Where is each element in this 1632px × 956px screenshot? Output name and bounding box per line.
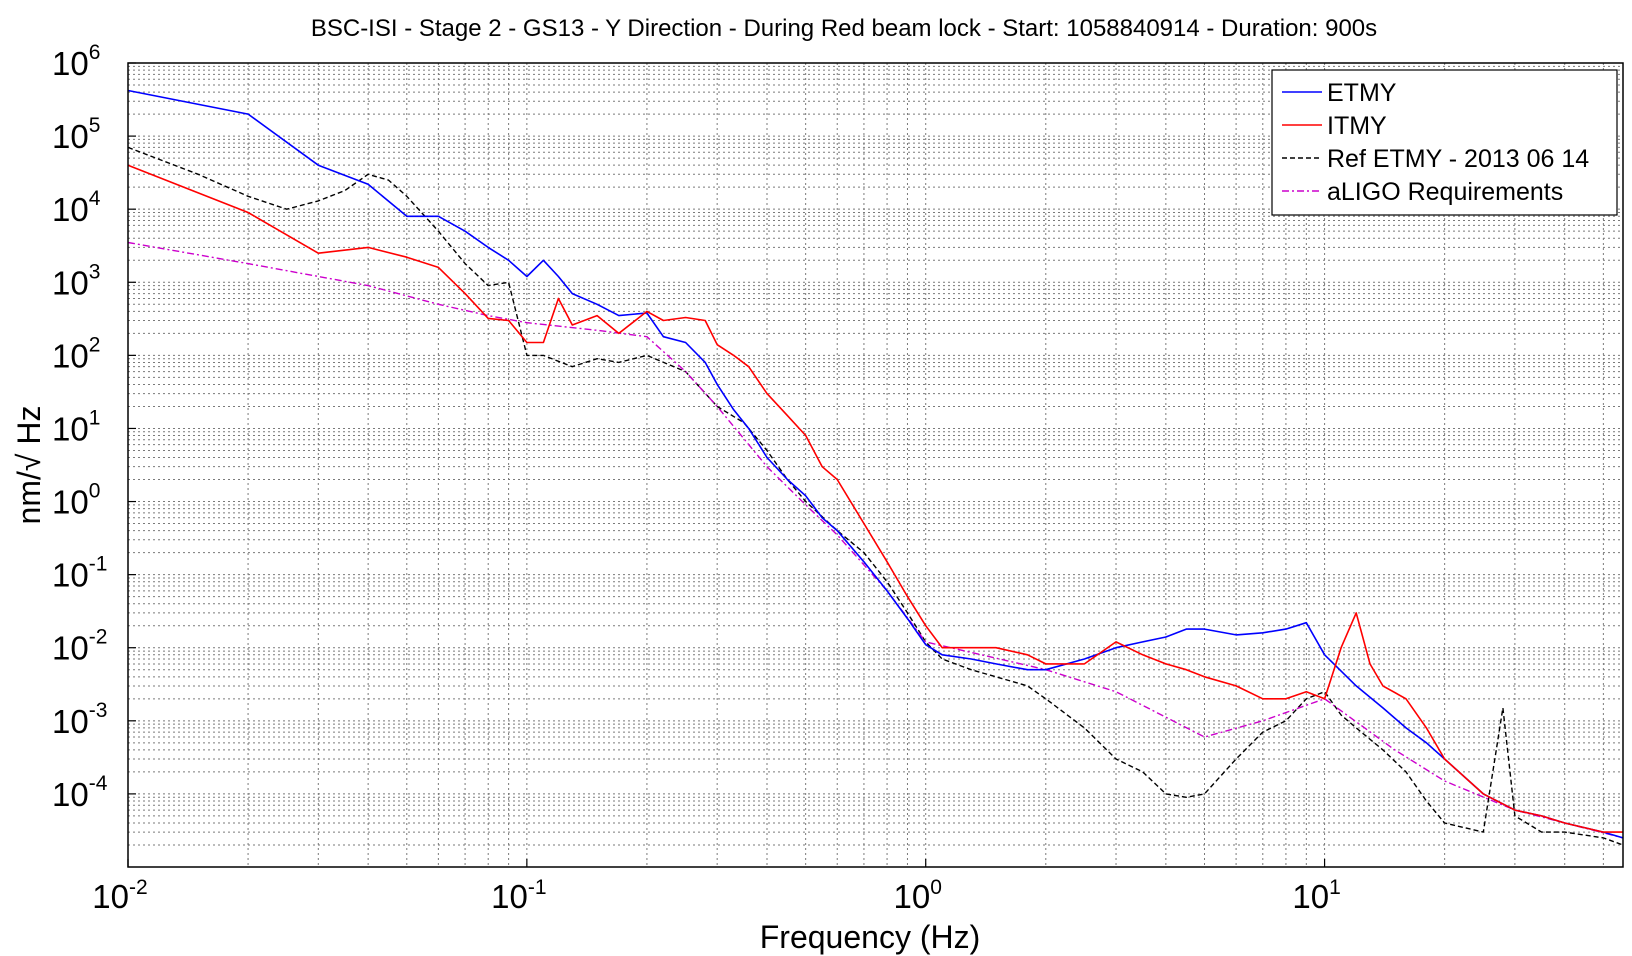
y-tick-label: 103	[52, 260, 100, 301]
y-tick-label: 104	[52, 187, 101, 228]
y-tick-label: 10-4	[52, 772, 108, 813]
legend-label: aLIGO Requirements	[1327, 178, 1563, 206]
legend: ETMY ITMY Ref ETMY - 2013 06 14 aLIGO Requi…	[1271, 69, 1618, 216]
legend-label: ETMY	[1327, 79, 1397, 107]
y-tick-label: 10-3	[52, 699, 107, 740]
series-line-etmy	[127, 89, 1624, 839]
y-tick-label: 102	[52, 333, 100, 374]
series-layer	[127, 89, 1624, 846]
x-tick-label: 100	[894, 876, 942, 915]
y-axis-label: nm/√ Hz	[11, 406, 47, 525]
y-tick-label: 10-1	[52, 553, 107, 594]
legend-label: Ref ETMY - 2013 06 14	[1327, 145, 1589, 173]
x-tick-label: 101	[1292, 876, 1340, 915]
legend-label: ITMY	[1327, 112, 1387, 140]
x-tick-label: 10-2	[92, 876, 147, 915]
legend-box	[1271, 69, 1618, 216]
series-line-ref-etmy-2013-06-14	[127, 146, 1624, 846]
plot-frame	[127, 62, 1624, 868]
chart-title: BSC-ISI - Stage 2 - GS13 - Y Direction -…	[311, 15, 1377, 42]
grid-lines	[127, 62, 1623, 868]
x-tick-label: 10-1	[491, 876, 546, 915]
y-tick-label: 106	[52, 41, 100, 82]
series-line-aligo-requirements	[127, 241, 1624, 839]
x-axis-label: Frequency (Hz)	[760, 919, 981, 955]
y-tick-label: 105	[52, 114, 100, 155]
series-line-itmy	[127, 164, 1623, 833]
axis-ticks: 10-2 10-1 100 101 106 105 104 103 102 101 100 10-1 1…	[52, 41, 1341, 915]
y-tick-label: 100	[52, 480, 100, 521]
y-tick-label: 10-2	[52, 626, 107, 667]
y-tick-label: 101	[52, 406, 100, 447]
